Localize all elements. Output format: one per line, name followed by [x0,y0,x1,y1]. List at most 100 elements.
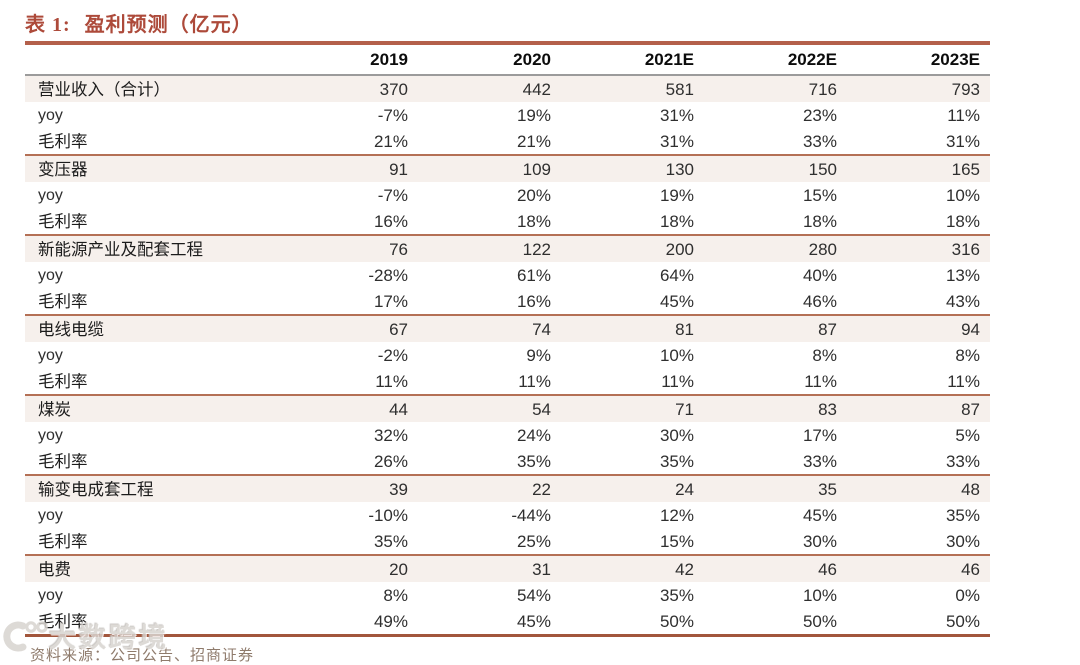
table-cell: 10% [802,586,837,605]
table-row: 输变电成套工程 39 22 24 35 48 [25,474,990,502]
row-label: 毛利率 [38,532,88,551]
row-label: yoy [38,267,63,284]
table-cell: 370 [275,75,418,102]
table-cell: 42 [561,554,704,582]
row-label: yoy [38,187,63,204]
table-cell: 31 [418,554,561,582]
table-cell: 35% [373,532,408,551]
table-cell: 280 [704,234,847,262]
table-cell: 16% [373,212,408,231]
table-cell: 83 [704,394,847,422]
table-cell: 50% [802,612,837,631]
table-cell: 35% [659,586,694,605]
year-column-header: 2023E [847,45,990,76]
table-cell: 10% [659,346,694,365]
table-cell: 91 [275,154,418,182]
table-cell: 200 [561,234,704,262]
table-cell: 11% [804,372,837,391]
table-cell: 54% [516,586,551,605]
table-cell: 19% [516,106,551,125]
table-row: 毛利率 16% 18% 18% 18% 18% [25,208,990,235]
table-cell: 316 [847,234,990,262]
table-title: 表 1: 盈利预测（亿元） [25,8,1080,37]
table-cell: 81 [561,314,704,342]
corner-cell [25,45,275,76]
table-cell: 26% [373,452,408,471]
table-cell: 150 [704,154,847,182]
table-cell: 165 [847,154,990,182]
table-cell: 35% [659,452,694,471]
table-cell: 40% [802,266,837,285]
table-cell: 109 [418,154,561,182]
table-row: 煤炭 44 54 71 83 87 [25,394,990,422]
row-label: 毛利率 [38,372,88,391]
source-note: 资料来源：公司公告、招商证券 [30,648,255,664]
table-cell: 87 [704,314,847,342]
table-cell: -7% [377,106,408,125]
table-cell: 20 [275,554,418,582]
header-row: 2019 2020 2021E 2022E 2023E [25,45,990,76]
table-cell: 33% [802,132,837,151]
table-cell: 23% [802,106,837,125]
table-row: yoy -10% -44% 12% 45% 35% [25,502,990,528]
table-cell: 43% [945,292,980,311]
table-cell: 74 [418,314,561,342]
year-column-header: 2022E [704,45,847,76]
table-cell: 30% [659,426,694,445]
row-label: 输变电成套工程 [25,474,275,502]
table-cell: 61% [516,266,551,285]
table-cell: 8% [955,346,980,365]
table-body: 营业收入（合计） 370 442 581 716 793 yoy -7% 19% 31% 23% 11… [25,75,990,636]
table-cell: -28% [368,266,408,285]
table-cell: -7% [377,186,408,205]
table-cell: 20% [516,186,551,205]
table-cell: 31% [659,106,694,125]
table-cell: 11% [947,106,980,125]
table-row: 毛利率 49% 45% 50% 50% 50% [25,608,990,636]
table-cell: 67 [275,314,418,342]
row-label: 毛利率 [38,132,88,151]
row-label: yoy [38,587,63,604]
table-header: 2019 2020 2021E 2022E 2023E [25,45,990,76]
table-cell: 0% [955,586,980,605]
table-cell: 35% [945,506,980,525]
year-column-header: 2020 [418,45,561,76]
table-cell: 50% [945,612,980,631]
table-cell: 39 [275,474,418,502]
table-cell: 76 [275,234,418,262]
table-cell: 15% [659,532,694,551]
table-cell: 32% [373,426,408,445]
table-row: 电费 20 31 42 46 46 [25,554,990,582]
row-label: yoy [38,507,63,524]
table-cell: 48 [847,474,990,502]
profit-forecast-table: 2019 2020 2021E 2022E 2023E 营业收入（合计） 370 442 58… [25,45,990,637]
table-cell: 8% [383,586,408,605]
row-label: 毛利率 [38,212,88,231]
table-cell: 16% [516,292,551,311]
row-label: 电线电缆 [25,314,275,342]
table-cell: 442 [418,75,561,102]
table-cell: 17% [373,292,408,311]
table-cell: 19% [659,186,694,205]
table-cell: 71 [561,394,704,422]
table-cell: 45% [516,612,551,631]
row-label: yoy [38,347,63,364]
table-cell: 94 [847,314,990,342]
table-row: yoy -7% 20% 19% 15% 10% [25,182,990,208]
table-row: 毛利率 26% 35% 35% 33% 33% [25,448,990,475]
table-row: yoy -2% 9% 10% 8% 8% [25,342,990,368]
table-row: 毛利率 17% 16% 45% 46% 43% [25,288,990,315]
table-cell: 33% [945,452,980,471]
table-row: 毛利率 11% 11% 11% 11% 11% [25,368,990,395]
table-cell: 13% [945,266,980,285]
row-label: 变压器 [25,154,275,182]
table-cell: 18% [802,212,837,231]
table-cell: 25% [516,532,551,551]
table-cell: 35 [704,474,847,502]
table-cell: 21% [373,132,408,151]
table-cell: 5% [955,426,980,445]
table-cell: 18% [945,212,980,231]
table-cell: 8% [812,346,837,365]
year-column-header: 2019 [275,45,418,76]
table-cell: 30% [945,532,980,551]
